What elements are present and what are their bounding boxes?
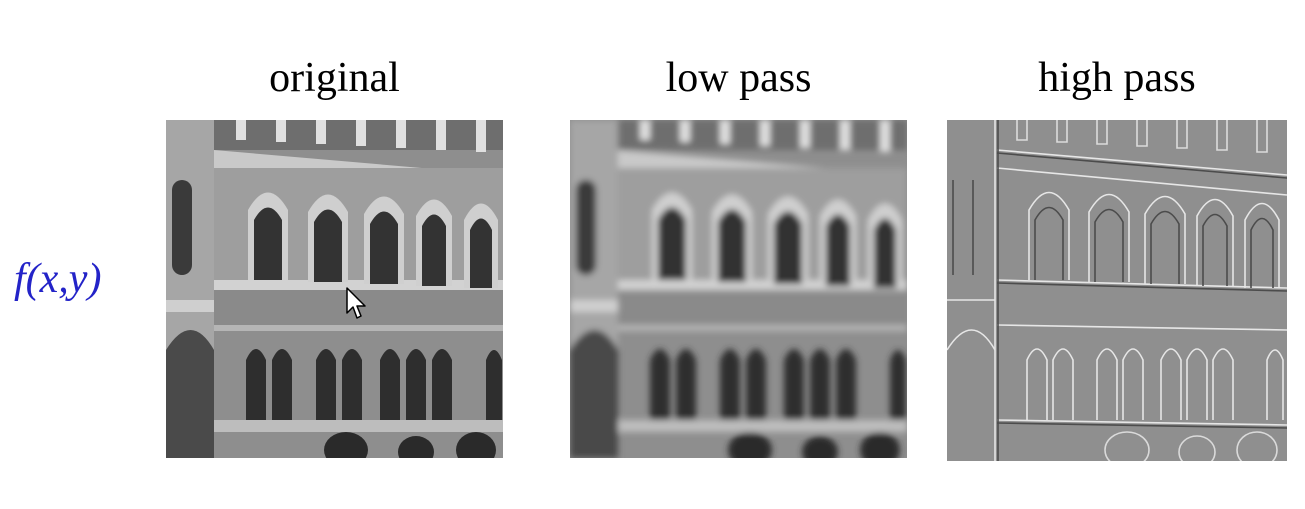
mouse-pointer-icon (346, 287, 368, 326)
image-original (166, 120, 503, 458)
building-high-pass-image (947, 120, 1287, 461)
image-high-pass (947, 120, 1287, 461)
image-low-pass (570, 120, 907, 458)
function-label: f(x,y) (14, 256, 102, 302)
title-high-pass: high pass (1038, 55, 1196, 101)
building-low-pass-image (570, 120, 907, 458)
title-low-pass: low pass (665, 55, 812, 101)
title-original: original (269, 55, 400, 101)
building-original-image (166, 120, 503, 458)
